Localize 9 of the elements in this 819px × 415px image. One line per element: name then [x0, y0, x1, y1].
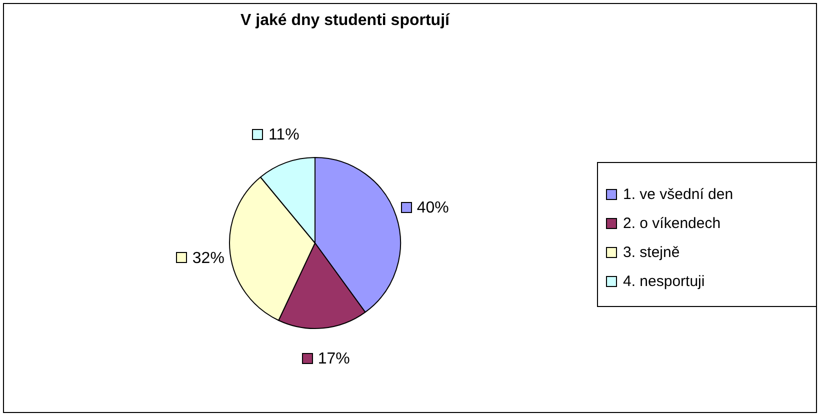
data-label: 17% — [318, 350, 350, 368]
legend-label: 2. o víkendech — [623, 215, 721, 232]
data-label: 11% — [268, 126, 300, 144]
data-label: 40% — [416, 200, 449, 217]
data-label: 32% — [192, 250, 224, 267]
legend-label: 4. nesportuji — [623, 273, 705, 290]
chart-title: V jaké dny studenti sportují — [240, 12, 451, 30]
legend-label: 3. stejně — [623, 244, 680, 261]
legend-label: 1. ve všední den — [623, 186, 734, 203]
